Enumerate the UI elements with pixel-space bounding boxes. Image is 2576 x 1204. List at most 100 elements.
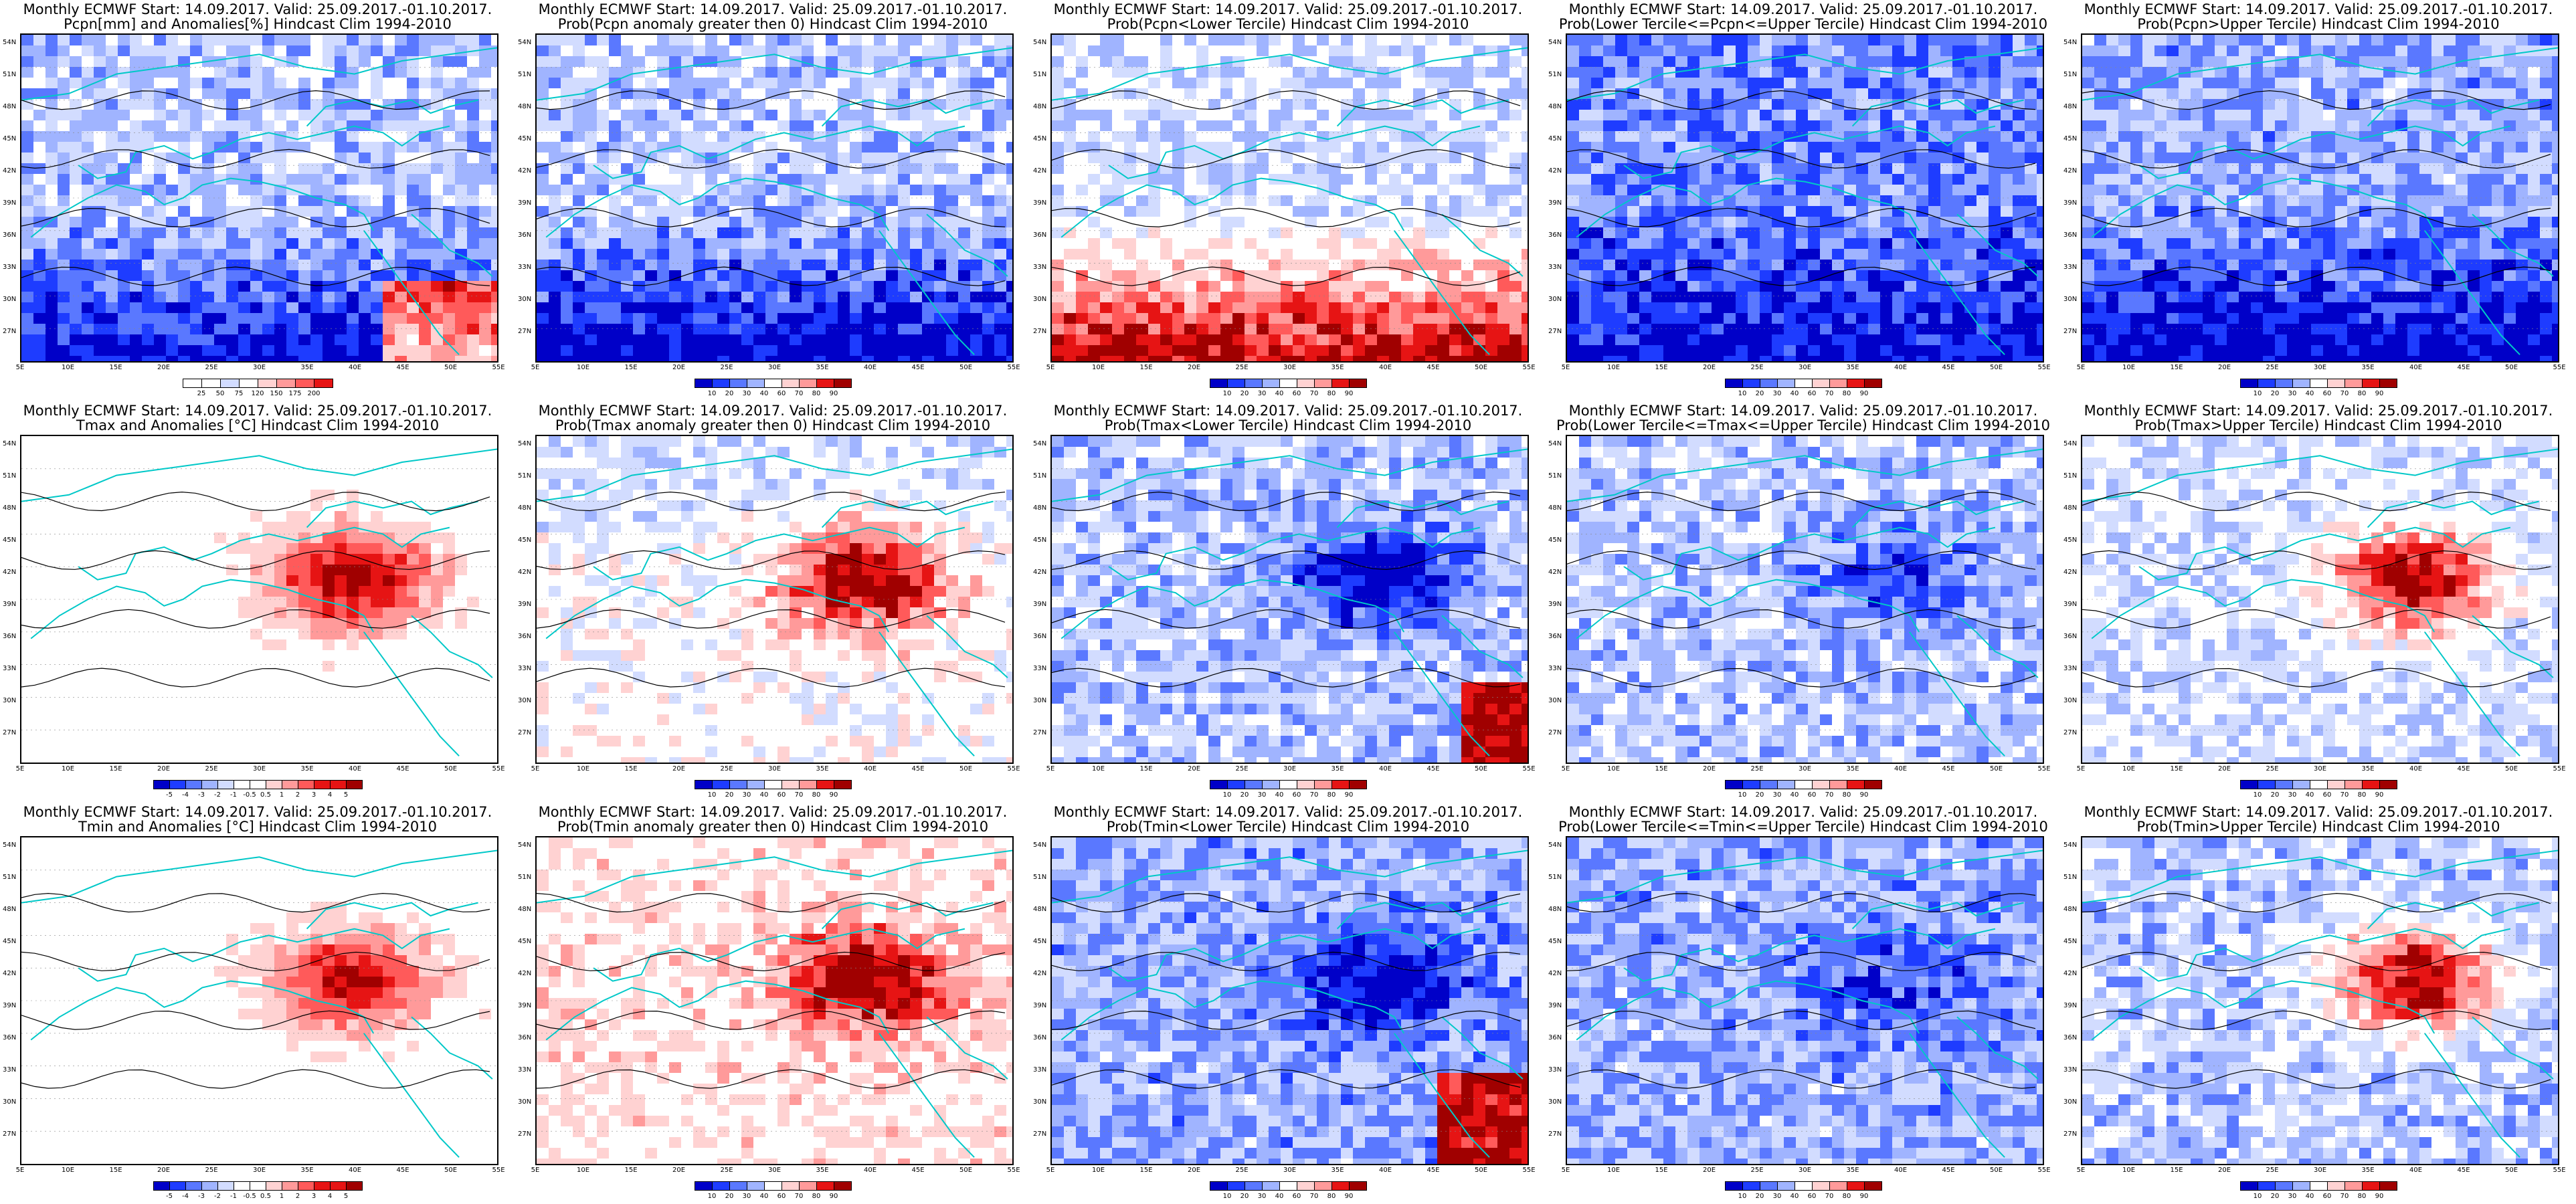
field-cell	[1736, 206, 1748, 217]
field-cell	[1184, 345, 1197, 357]
field-cell	[1389, 292, 1402, 303]
field-cell	[106, 217, 118, 228]
field-cell	[286, 313, 299, 324]
field-cell	[118, 78, 130, 89]
field-cell	[1497, 334, 1510, 346]
field-cell	[1627, 56, 1640, 68]
field-cell	[178, 270, 191, 282]
field-cell	[1088, 99, 1101, 110]
field-cell	[118, 153, 130, 164]
field-cell	[1639, 185, 1652, 196]
field-cell	[1675, 238, 1688, 249]
field-cell	[238, 313, 251, 324]
field-cell	[777, 99, 790, 110]
field-cell	[1724, 45, 1736, 57]
field-cell	[922, 163, 935, 175]
field-cell	[922, 345, 935, 357]
field-cell	[1353, 217, 1366, 228]
field-cell	[286, 99, 299, 110]
field-cell	[1784, 249, 1797, 260]
field-cell	[1377, 174, 1390, 185]
field-cell	[561, 324, 573, 335]
field-cell	[407, 302, 420, 314]
field-cell	[2025, 206, 2037, 217]
field-cell	[190, 131, 203, 142]
field-cell	[597, 131, 610, 142]
field-cell	[1675, 174, 1688, 185]
field-cell	[946, 88, 959, 100]
field-cell	[1712, 292, 1724, 303]
map-field	[21, 35, 497, 361]
field-cell	[1088, 281, 1101, 292]
field-cell	[1389, 153, 1402, 164]
field-cell	[1663, 131, 1676, 142]
field-cell	[1365, 45, 1378, 57]
field-cell	[1281, 35, 1293, 46]
field-cell	[549, 120, 561, 132]
field-cell	[1989, 292, 2001, 303]
colorbar-tick-label: 200	[307, 390, 320, 397]
field-cell	[1687, 88, 1700, 100]
field-cell	[705, 281, 718, 292]
field-cell	[298, 153, 311, 164]
field-cell	[958, 78, 971, 89]
field-cell	[1832, 260, 1845, 271]
field-cell	[1245, 292, 1257, 303]
field-cell	[479, 99, 492, 110]
field-cell	[1377, 270, 1390, 282]
field-cell	[645, 217, 658, 228]
field-cell	[1305, 163, 1317, 175]
field-cell	[862, 35, 875, 46]
field-cell	[1329, 35, 1342, 46]
field-cell	[1784, 238, 1797, 249]
field-cell	[1353, 110, 1366, 121]
field-cell	[1522, 99, 1528, 110]
field-cell	[238, 195, 251, 207]
field-cell	[383, 78, 395, 89]
field-cell	[226, 35, 239, 46]
field-cell	[1808, 313, 1821, 324]
longitude-label: 50E	[959, 364, 973, 371]
field-cell	[1892, 238, 1905, 249]
field-cell	[597, 142, 610, 153]
field-cell	[1052, 313, 1065, 324]
field-cell	[681, 324, 694, 335]
field-cell	[922, 185, 935, 196]
field-cell	[479, 195, 492, 207]
field-cell	[262, 99, 275, 110]
field-cell	[790, 35, 802, 46]
field-cell	[765, 356, 778, 361]
field-cell	[1832, 67, 1845, 78]
field-cell	[1509, 174, 1522, 185]
field-cell	[33, 270, 46, 282]
field-cell	[118, 99, 130, 110]
field-cell	[82, 334, 94, 346]
field-cell	[467, 78, 480, 89]
field-cell	[33, 142, 46, 153]
field-cell	[262, 78, 275, 89]
field-cell	[982, 78, 995, 89]
field-cell	[479, 110, 492, 121]
field-cell	[1257, 131, 1269, 142]
field-cell	[1208, 174, 1221, 185]
field-cell	[790, 281, 802, 292]
field-cell	[633, 260, 646, 271]
field-cell	[1100, 334, 1113, 346]
field-cell	[371, 302, 383, 314]
field-cell	[1748, 99, 1760, 110]
field-cell	[1076, 227, 1089, 239]
field-cell	[1257, 88, 1269, 100]
field-cell	[1160, 78, 1173, 89]
field-cell	[1964, 120, 1977, 132]
field-cell	[850, 131, 862, 142]
field-cell	[741, 324, 754, 335]
field-cell	[335, 302, 347, 314]
field-cell	[1880, 302, 1893, 314]
field-cell	[1220, 163, 1233, 175]
field-cell	[657, 35, 670, 46]
field-cell	[1603, 249, 1616, 260]
field-cell	[874, 260, 887, 271]
field-cell	[1148, 56, 1161, 68]
field-cell	[1461, 35, 1474, 46]
field-cell	[395, 270, 407, 282]
